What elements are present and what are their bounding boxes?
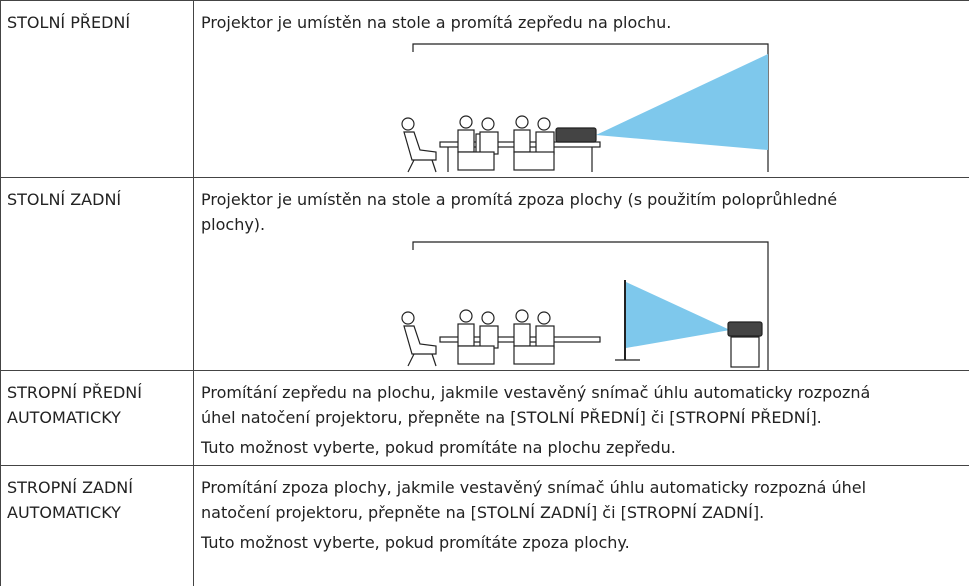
paragraph: Projektor je umístěn na stole a promítá … (201, 187, 963, 237)
row-label-cell: STOLNÍ ZADNÍ (0, 177, 194, 370)
row-description-cell: Projektor je umístěn na stole a promítá … (193, 0, 969, 177)
row-description-cell: Promítání zepředu na plochu, jakmile ves… (193, 370, 969, 465)
label: STROPNÍ PŘEDNÍ AUTOMATICKY (7, 380, 187, 430)
label-line: STROPNÍ ZADNÍ (7, 478, 133, 497)
front-projection-illustration (401, 43, 769, 173)
description-line: Tuto možnost vyberte, pokud promítáte na… (201, 438, 676, 457)
paragraph: Projektor je umístěn na stole a promítá … (201, 10, 963, 35)
description-line: natočení projektoru, přepněte na [STOLNÍ… (201, 503, 765, 522)
row-label-cell: STROPNÍ ZADNÍ AUTOMATICKY (0, 465, 194, 586)
description: Projektor je umístěn na stole a promítá … (201, 187, 963, 237)
label: STOLNÍ PŘEDNÍ (7, 10, 187, 35)
label-line: AUTOMATICKY (7, 503, 121, 522)
description-line: úhel natočení projektoru, přepněte na [S… (201, 408, 822, 427)
label-line: STROPNÍ PŘEDNÍ (7, 383, 142, 402)
paragraph: Promítání zepředu na plochu, jakmile ves… (201, 380, 963, 430)
label: STROPNÍ ZADNÍ AUTOMATICKY (7, 475, 187, 525)
description-line: Promítání zepředu na plochu, jakmile ves… (201, 383, 871, 402)
description-line: Projektor je umístěn na stole a promítá … (201, 13, 672, 32)
label: STOLNÍ ZADNÍ (7, 187, 187, 212)
row-label-cell: STROPNÍ PŘEDNÍ AUTOMATICKY (0, 370, 194, 465)
paragraph: Tuto možnost vyberte, pokud promítáte na… (201, 435, 963, 460)
description-line: Projektor je umístěn na stole a promítá … (201, 190, 838, 209)
description: Promítání zpoza plochy, jakmile vestavěn… (201, 475, 963, 555)
label-line: STOLNÍ ZADNÍ (7, 190, 122, 209)
description: Projektor je umístěn na stole a promítá … (201, 10, 963, 35)
paragraph: Tuto možnost vyberte, pokud promítáte zp… (201, 530, 963, 555)
description-line: Promítání zpoza plochy, jakmile vestavěn… (201, 478, 867, 497)
rear-projection-illustration (401, 241, 769, 370)
description-line: plochy). (201, 215, 266, 234)
paragraph: Promítání zpoza plochy, jakmile vestavěn… (201, 475, 963, 525)
description: Promítání zepředu na plochu, jakmile ves… (201, 380, 963, 460)
label-line: STOLNÍ PŘEDNÍ (7, 13, 131, 32)
row-description-cell: Projektor je umístěn na stole a promítá … (193, 177, 969, 370)
description-line: Tuto možnost vyberte, pokud promítáte zp… (201, 533, 630, 552)
row-label-cell: STOLNÍ PŘEDNÍ (0, 0, 194, 177)
row-description-cell: Promítání zpoza plochy, jakmile vestavěn… (193, 465, 969, 586)
label-line: AUTOMATICKY (7, 408, 121, 427)
